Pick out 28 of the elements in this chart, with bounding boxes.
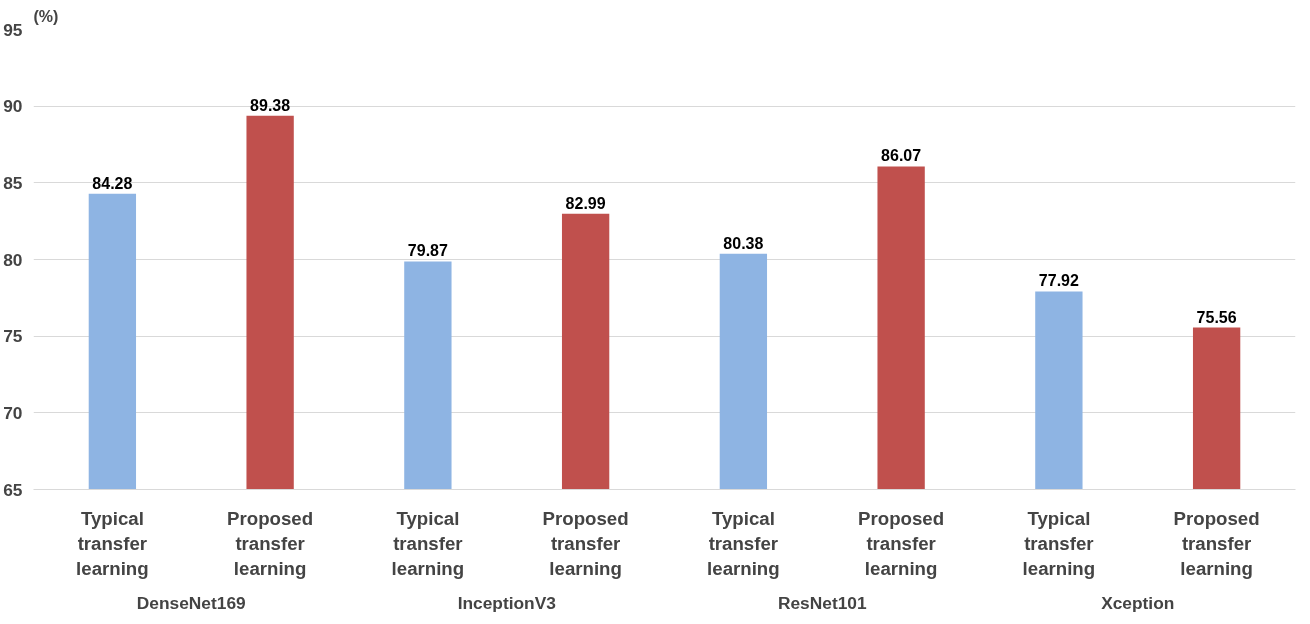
data-label: 86.07 [881,147,922,165]
y-tick-label: 75 [3,326,23,347]
x-tick-label: Proposed transfer learning [858,507,945,579]
data-label: 80.38 [723,234,764,252]
text: ResNet101 [777,592,867,613]
y-tick-label: 90 [3,96,23,117]
text: Xception [1101,592,1175,613]
x-tick-label: Typical transfer learning [391,507,465,579]
y-axis-title: (%) [33,7,59,25]
text: DenseNet169 [136,592,246,613]
data-label: 89.38 [250,96,291,114]
y-tick-label: 65 [3,479,23,500]
y-tick-label: 95 [3,19,23,40]
data-label: 79.87 [407,242,448,260]
data-label: 77.92 [1038,272,1079,290]
y-tick-label: 70 [3,402,23,423]
x-tick-label: Proposed transfer learning [542,507,629,579]
y-tick-label: 85 [3,172,23,193]
x-tick-label: Typical transfer learning [707,507,780,579]
x-tick-label: Proposed transfer learning [227,507,314,579]
x-tick-label: Proposed transfer learning [1173,507,1260,579]
y-tick-label: 80 [3,249,23,270]
data-label: 82.99 [565,194,606,212]
text: InceptionV3 [457,592,557,613]
x-tick-label: Typical transfer learning [1022,507,1096,579]
data-label: 84.28 [92,174,133,192]
x-tick-label: Typical transfer learning [76,507,149,579]
data-label: 75.56 [1196,308,1237,326]
